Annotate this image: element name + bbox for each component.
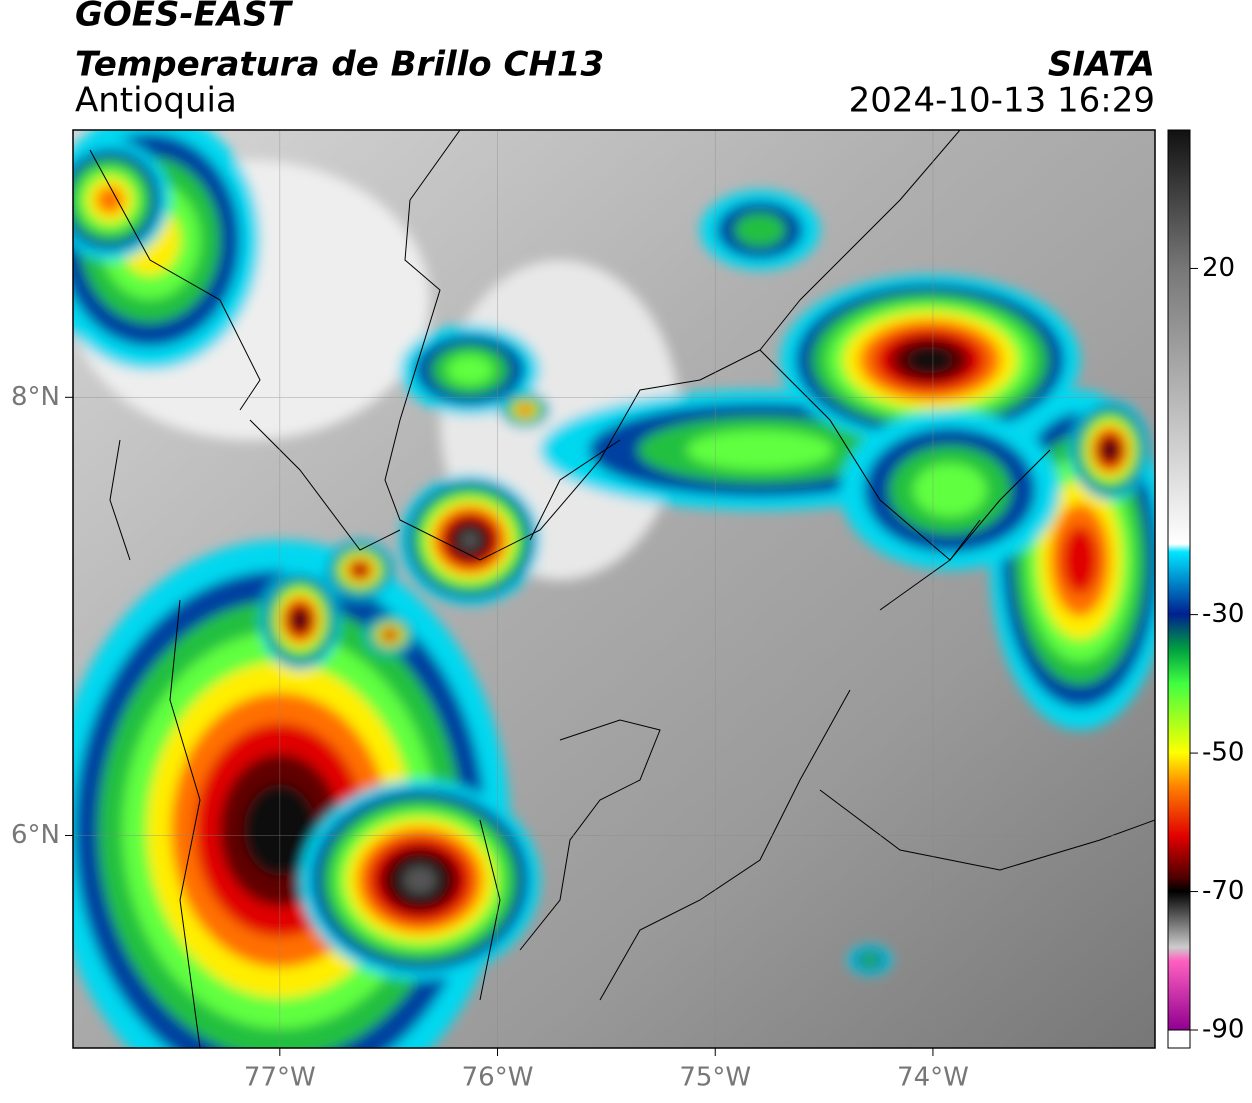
x-tick-label: 76°W (462, 1063, 534, 1093)
colorbar-extension (1167, 1029, 1191, 1049)
cloud (520, 406, 530, 414)
colorbar-label: 20 (1202, 253, 1235, 283)
cloud-field (73, 130, 1155, 1048)
map-area (73, 130, 1155, 1048)
satellite: GOES-EAST (75, 0, 294, 35)
cloud (906, 346, 954, 374)
product: Temperatura de Brillo CH13 (75, 45, 604, 85)
source: SIATA (1048, 45, 1155, 85)
colorbar-label: -70 (1202, 876, 1244, 906)
y-tick-label: 8°N (11, 382, 60, 412)
colorbar-label: -50 (1202, 738, 1244, 768)
cloud (860, 953, 880, 967)
cloud (686, 430, 834, 470)
cloud (1062, 526, 1098, 594)
x-tick-label: 75°W (679, 1063, 751, 1093)
datetime: 2024-10-13 16:29 (849, 81, 1155, 121)
y-tick-label: 6°N (11, 820, 60, 850)
cloud (353, 564, 367, 576)
ticks: 77°W 76°W 75°W 74°W 8°N 6°N 20 -30 -50 -70 -90 (11, 253, 1244, 1093)
colorbar-frame (1167, 129, 1191, 1049)
cloud (385, 631, 395, 639)
graticule (73, 130, 1155, 1048)
cloud (460, 530, 480, 550)
region: Antioquia (75, 81, 237, 121)
colorbar (1168, 130, 1190, 1030)
colorbar-label: -30 (1202, 599, 1244, 629)
x-tick-label: 74°W (897, 1063, 969, 1093)
cloud (734, 212, 786, 248)
map-frame (72, 129, 1156, 1049)
cloud (402, 865, 438, 895)
x-tick-label: 77°W (244, 1063, 316, 1093)
cloud (1103, 442, 1117, 458)
cloud (293, 612, 307, 628)
colorbar-label: -90 (1202, 1015, 1244, 1045)
cloud (446, 355, 494, 385)
cloud (96, 186, 124, 214)
borders (89, 130, 1155, 1048)
cloud (913, 463, 987, 517)
